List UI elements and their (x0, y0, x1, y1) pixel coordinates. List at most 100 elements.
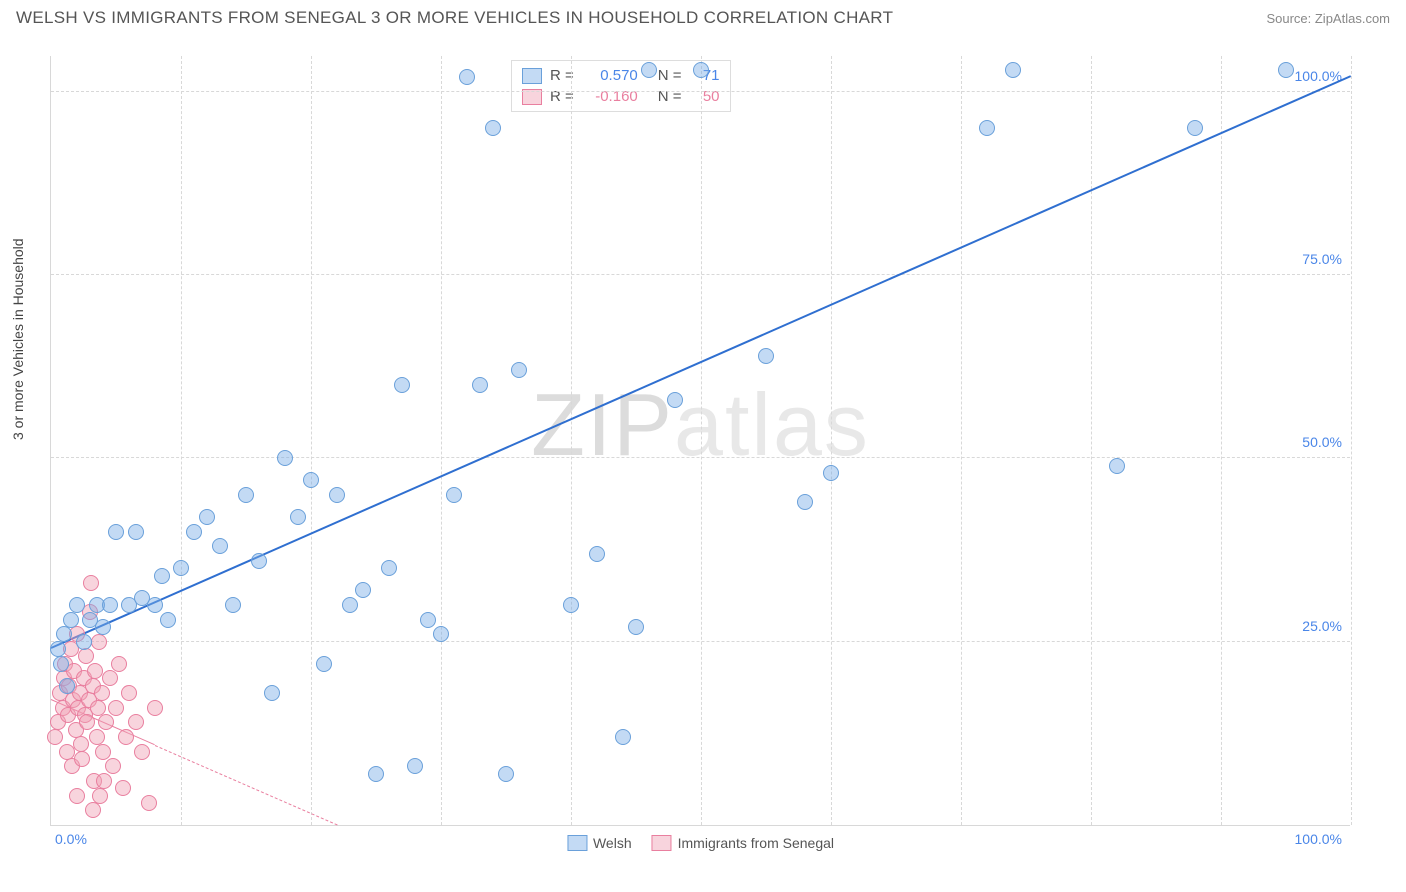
legend-swatch (652, 835, 672, 851)
data-point (63, 612, 79, 628)
data-point (85, 802, 101, 818)
data-point (251, 553, 267, 569)
x-tick-max: 100.0% (1295, 831, 1342, 847)
data-point (69, 597, 85, 613)
data-point (277, 450, 293, 466)
data-point (186, 524, 202, 540)
data-point (212, 538, 228, 554)
data-point (83, 575, 99, 591)
data-point (134, 744, 150, 760)
gridline-v (1091, 56, 1092, 825)
data-point (50, 641, 66, 657)
data-point (511, 362, 527, 378)
n-label: N = (658, 67, 682, 84)
data-point (147, 597, 163, 613)
data-point (128, 524, 144, 540)
x-tick-min: 0.0% (55, 831, 87, 847)
data-point (69, 788, 85, 804)
data-point (95, 744, 111, 760)
data-point (108, 524, 124, 540)
data-point (102, 670, 118, 686)
data-point (90, 700, 106, 716)
series-legend-label: Immigrants from Senegal (678, 835, 834, 851)
data-point (381, 560, 397, 576)
data-point (141, 795, 157, 811)
chart-title: WELSH VS IMMIGRANTS FROM SENEGAL 3 OR MO… (16, 8, 893, 28)
chart-source: Source: ZipAtlas.com (1266, 11, 1390, 26)
data-point (121, 685, 137, 701)
y-axis-label: 3 or more Vehicles in Household (10, 238, 26, 440)
series-legend-item: Immigrants from Senegal (652, 835, 834, 851)
data-point (667, 392, 683, 408)
data-point (1187, 120, 1203, 136)
gridline-v (1351, 56, 1352, 825)
data-point (394, 377, 410, 393)
series-legend: Welsh Immigrants from Senegal (567, 835, 834, 851)
data-point (1109, 458, 1125, 474)
data-point (758, 348, 774, 364)
legend-swatch (567, 835, 587, 851)
data-point (797, 494, 813, 510)
data-point (111, 656, 127, 672)
data-point (420, 612, 436, 628)
data-point (823, 465, 839, 481)
data-point (79, 714, 95, 730)
data-point (290, 509, 306, 525)
data-point (615, 729, 631, 745)
data-point (446, 487, 462, 503)
data-point (118, 729, 134, 745)
data-point (53, 656, 69, 672)
stats-legend-row: R =-0.160N =50 (522, 86, 720, 107)
data-point (92, 788, 108, 804)
data-point (105, 758, 121, 774)
data-point (59, 678, 75, 694)
data-point (498, 766, 514, 782)
gridline-v (181, 56, 182, 825)
data-point (96, 773, 112, 789)
data-point (225, 597, 241, 613)
data-point (329, 487, 345, 503)
y-tick-label: 75.0% (1302, 251, 1342, 267)
data-point (160, 612, 176, 628)
data-point (433, 626, 449, 642)
y-tick-label: 25.0% (1302, 618, 1342, 634)
data-point (407, 758, 423, 774)
gridline-v (961, 56, 962, 825)
data-point (368, 766, 384, 782)
data-point (89, 729, 105, 745)
series-legend-item: Welsh (567, 835, 632, 851)
data-point (154, 568, 170, 584)
data-point (485, 120, 501, 136)
data-point (74, 751, 90, 767)
data-point (76, 634, 92, 650)
stats-legend-row: R =0.570N =71 (522, 65, 720, 86)
data-point (173, 560, 189, 576)
data-point (303, 472, 319, 488)
data-point (1278, 62, 1294, 78)
chart-header: WELSH VS IMMIGRANTS FROM SENEGAL 3 OR MO… (0, 0, 1406, 32)
data-point (641, 62, 657, 78)
data-point (73, 736, 89, 752)
data-point (95, 619, 111, 635)
data-point (264, 685, 280, 701)
data-point (238, 487, 254, 503)
data-point (459, 69, 475, 85)
data-point (102, 597, 118, 613)
gridline-v (441, 56, 442, 825)
data-point (147, 700, 163, 716)
data-point (693, 62, 709, 78)
data-point (115, 780, 131, 796)
data-point (589, 546, 605, 562)
data-point (563, 597, 579, 613)
data-point (78, 648, 94, 664)
gridline-v (701, 56, 702, 825)
data-point (47, 729, 63, 745)
data-point (94, 685, 110, 701)
data-point (316, 656, 332, 672)
data-point (56, 626, 72, 642)
data-point (108, 700, 124, 716)
gridline-v (311, 56, 312, 825)
data-point (1005, 62, 1021, 78)
y-tick-label: 50.0% (1302, 434, 1342, 450)
gridline-v (571, 56, 572, 825)
